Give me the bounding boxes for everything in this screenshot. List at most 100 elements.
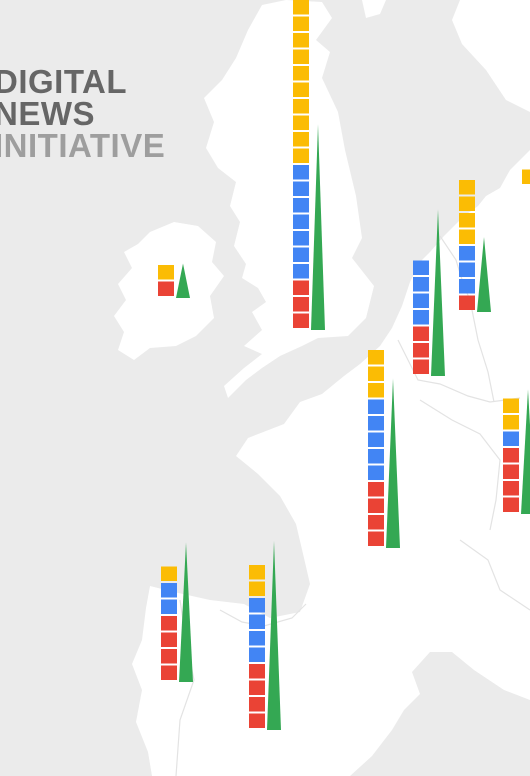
marker-spain[interactable] (249, 541, 281, 730)
spike-green (386, 378, 400, 548)
square-red (503, 448, 519, 463)
square-red (158, 281, 174, 296)
square-red (368, 515, 384, 530)
land-islands (362, 0, 386, 18)
land-masses (114, 0, 530, 776)
square-red (368, 482, 384, 497)
square-red (293, 280, 309, 295)
square-yellow (459, 213, 475, 228)
spike-green (267, 541, 281, 730)
square-blue (161, 599, 177, 614)
marker-france[interactable] (368, 350, 400, 548)
marker-portugal[interactable] (161, 542, 193, 683)
square-red (503, 497, 519, 512)
square-yellow (293, 33, 309, 48)
square-blue (503, 431, 519, 446)
marker-ireland[interactable] (158, 263, 190, 299)
spike-green (477, 237, 491, 312)
square-yellow (158, 265, 174, 280)
square-red (249, 680, 265, 695)
square-blue (249, 598, 265, 613)
square-blue (293, 165, 309, 180)
spike-green (431, 209, 445, 376)
square-yellow (293, 16, 309, 31)
spike-green (176, 263, 190, 298)
square-blue (368, 399, 384, 414)
square-blue (293, 247, 309, 262)
square-blue (368, 416, 384, 431)
square-red (293, 297, 309, 312)
square-red (249, 713, 265, 728)
square-red (413, 326, 429, 341)
square-yellow (368, 366, 384, 381)
title-line-1: DIGITAL (0, 63, 128, 100)
square-yellow (459, 196, 475, 211)
square-blue (249, 647, 265, 662)
square-red (161, 616, 177, 631)
square-blue (368, 465, 384, 480)
square-red (161, 632, 177, 647)
square-blue (413, 310, 429, 325)
square-red (249, 664, 265, 679)
square-blue (413, 293, 429, 308)
square-yellow (459, 229, 475, 244)
square-red (293, 313, 309, 328)
square-red (459, 295, 475, 310)
square-blue (249, 631, 265, 646)
land-scandinavia (452, 0, 530, 112)
square-blue (293, 214, 309, 229)
marker-united-kingdom[interactable] (293, 0, 325, 330)
square-blue (293, 198, 309, 213)
square-yellow (293, 82, 309, 97)
square-blue (161, 583, 177, 598)
title-line-2: NEWS (0, 95, 95, 132)
square-yellow (293, 132, 309, 147)
square-red (503, 464, 519, 479)
square-yellow (293, 115, 309, 130)
square-blue (459, 279, 475, 294)
square-yellow (293, 49, 309, 64)
square-yellow (293, 148, 309, 163)
spike-green (311, 124, 325, 330)
square-yellow (503, 415, 519, 430)
square-red (413, 343, 429, 358)
news-project-markers (158, 0, 530, 730)
square-yellow (503, 398, 519, 413)
spike-green (179, 542, 193, 682)
square-yellow (249, 565, 265, 580)
land-continent (132, 150, 530, 776)
square-yellow (249, 581, 265, 596)
square-blue (459, 246, 475, 261)
square-yellow (293, 99, 309, 114)
square-blue (413, 277, 429, 292)
square-red (368, 498, 384, 513)
square-blue (413, 260, 429, 275)
square-blue (368, 432, 384, 447)
square-red (503, 481, 519, 496)
marker-germany-south[interactable] (503, 389, 530, 515)
square-blue (249, 614, 265, 629)
square-yellow (293, 66, 309, 81)
marker-belgium-netherlands[interactable] (413, 209, 445, 377)
square-blue (293, 264, 309, 279)
square-red (161, 649, 177, 664)
square-yellow (522, 169, 530, 184)
square-blue (293, 231, 309, 246)
square-red (249, 697, 265, 712)
square-blue (368, 449, 384, 464)
title-line-3: INITIATIVE (0, 127, 166, 164)
square-yellow (161, 566, 177, 581)
marker-germany-north[interactable] (459, 180, 491, 312)
logo-title: DIGITAL NEWS INITIATIVE (0, 63, 166, 164)
square-yellow (368, 383, 384, 398)
spike-green (521, 389, 530, 514)
square-red (413, 359, 429, 374)
land-great-britain (204, 0, 374, 398)
square-yellow (368, 350, 384, 365)
marker-scandinavia-edge[interactable] (522, 169, 530, 185)
square-blue (459, 262, 475, 277)
square-yellow (293, 0, 309, 15)
square-red (368, 531, 384, 546)
square-red (161, 665, 177, 680)
